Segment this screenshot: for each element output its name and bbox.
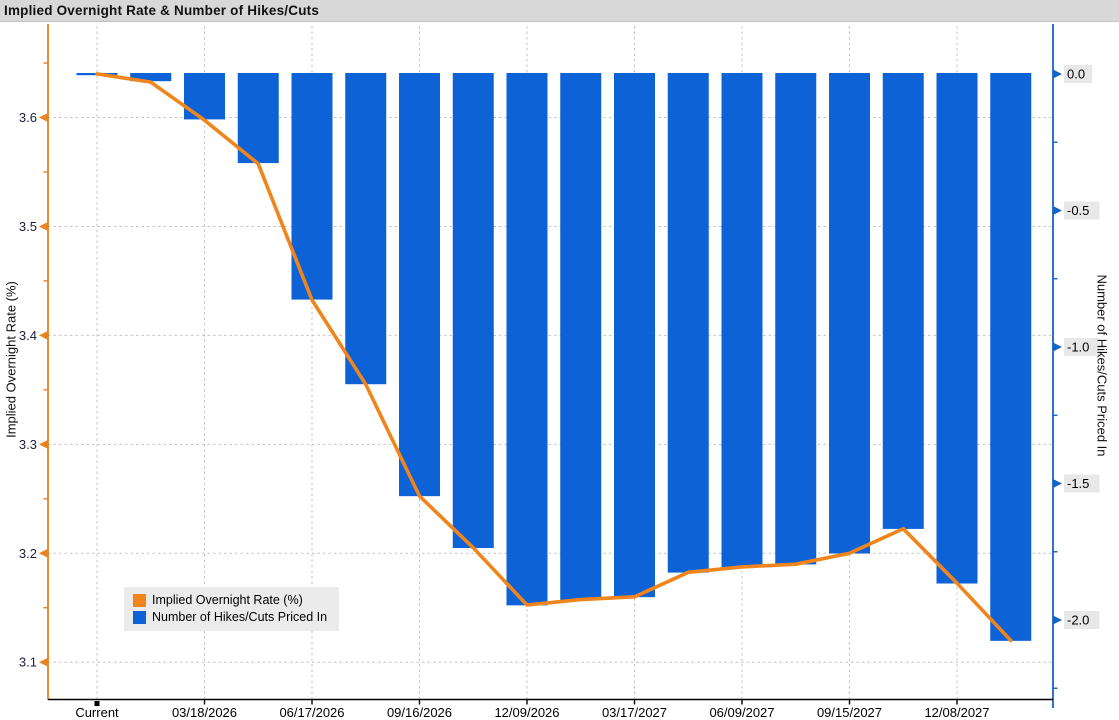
right-tick-arrow — [1053, 615, 1062, 625]
right-tick-label-bg — [1064, 611, 1100, 630]
x-tick-label: 06/17/2026 — [279, 705, 344, 720]
right-tick-label-bg — [1064, 201, 1100, 220]
legend-label-hikes: Number of Hikes/Cuts Priced In — [152, 610, 328, 624]
right-tick-label-bg — [1064, 474, 1100, 493]
left-tick-arrow — [39, 113, 48, 123]
hikes-cuts-bar — [721, 72, 763, 568]
chart-title: Implied Overnight Rate & Number of Hikes… — [4, 3, 320, 18]
left-tick-arrow — [39, 548, 48, 558]
left-tick-arrow — [39, 439, 48, 449]
x-tick-label: Current — [75, 705, 119, 720]
right-tick-arrow — [1053, 205, 1062, 215]
left-tick-label: 3.2 — [19, 546, 37, 561]
chart-title-bar: Implied Overnight Rate & Number of Hikes… — [0, 0, 1119, 22]
legend-item-hikes: Number of Hikes/Cuts Priced In — [133, 610, 327, 624]
implied-rate-line — [95, 72, 1013, 643]
x-tick-label: 12/08/2027 — [924, 705, 989, 720]
x-tick-label: 03/17/2027 — [602, 705, 667, 720]
hikes-cuts-bar — [345, 72, 387, 385]
right-tick-label-bg — [1064, 338, 1100, 357]
hikes-series-swatch — [133, 610, 146, 624]
hikes-cuts-bar — [882, 72, 924, 529]
hikes-cuts-bar — [990, 72, 1032, 641]
legend-item-rate: Implied Overnight Rate (%) — [133, 593, 327, 607]
chart-legend: Implied Overnight Rate (%) Number of Hik… — [124, 587, 340, 631]
left-tick-label: 3.4 — [19, 328, 37, 343]
left-tick-label: 3.5 — [19, 219, 37, 234]
hikes-cuts-bar — [614, 72, 655, 598]
hikes-cuts-bar — [452, 72, 494, 549]
right-tick-arrow — [1053, 342, 1062, 352]
x-tick-label: 06/09/2027 — [709, 705, 774, 720]
hikes-cuts-bar — [667, 72, 709, 573]
right-tick-arrow — [1053, 69, 1062, 79]
hikes-cuts-bar — [936, 72, 978, 584]
left-tick-label: 3.1 — [19, 655, 37, 670]
hikes-cuts-bar — [829, 72, 870, 554]
hikes-cuts-bar — [560, 72, 602, 600]
x-tick-current — [94, 701, 100, 706]
left-tick-arrow — [39, 221, 48, 231]
right-axis-title: Number of Hikes/Cuts Priced In — [1094, 274, 1110, 457]
x-tick-label: 09/15/2027 — [817, 705, 882, 720]
right-tick-arrow — [1053, 479, 1062, 489]
right-tick-label: -0.5 — [1067, 203, 1089, 218]
right-tick-label: -1.0 — [1067, 340, 1089, 355]
x-tick-label: 12/09/2026 — [494, 705, 559, 720]
left-tick-label: 3.6 — [19, 110, 37, 125]
rate-series-swatch — [133, 593, 146, 607]
x-tick-label: 03/18/2026 — [172, 705, 237, 720]
hikes-cuts-bar — [130, 72, 172, 82]
left-tick-arrow — [39, 330, 48, 340]
right-tick-label-bg — [1064, 64, 1093, 83]
hikes-cuts-bar — [184, 72, 225, 120]
right-tick-label: 0.0 — [1067, 66, 1085, 81]
legend-label-rate: Implied Overnight Rate (%) — [152, 593, 303, 607]
hikes-cuts-bar — [775, 72, 817, 565]
hikes-cuts-bar — [506, 72, 548, 606]
left-axis-title: Implied Overnight Rate (%) — [3, 281, 19, 438]
left-tick-label: 3.3 — [19, 437, 37, 452]
hikes-cuts-bar — [399, 72, 440, 497]
right-tick-label: -2.0 — [1067, 613, 1089, 628]
x-tick-label: 09/16/2026 — [387, 705, 452, 720]
left-tick-arrow — [39, 657, 48, 667]
right-tick-label: -1.5 — [1067, 476, 1089, 491]
hikes-cuts-bar — [237, 72, 279, 164]
